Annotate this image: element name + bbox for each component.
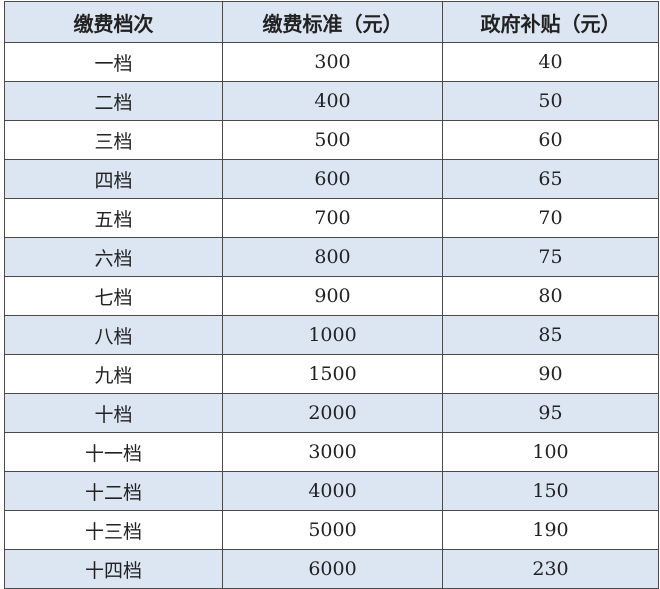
cell-standard: 5000 xyxy=(222,510,443,550)
cell-level: 十四档 xyxy=(4,549,223,589)
cell-level: 七档 xyxy=(4,276,223,316)
cell-standard: 700 xyxy=(222,198,443,238)
cell-subsidy: 95 xyxy=(442,393,659,433)
cell-standard: 1500 xyxy=(222,354,443,394)
cell-standard: 6000 xyxy=(222,549,443,589)
cell-level: 一档 xyxy=(4,42,223,82)
header-level: 缴费档次 xyxy=(4,1,223,43)
cell-subsidy: 190 xyxy=(442,510,659,550)
table-row: 十二档 4000 150 xyxy=(4,471,659,511)
cell-level: 十二档 xyxy=(4,471,223,511)
cell-subsidy: 80 xyxy=(442,276,659,316)
cell-level: 四档 xyxy=(4,159,223,199)
table-row: 二档 400 50 xyxy=(4,81,659,121)
cell-standard: 300 xyxy=(222,42,443,82)
cell-standard: 900 xyxy=(222,276,443,316)
cell-standard: 2000 xyxy=(222,393,443,433)
cell-subsidy: 65 xyxy=(442,159,659,199)
cell-standard: 500 xyxy=(222,120,443,160)
cell-subsidy: 60 xyxy=(442,120,659,160)
cell-standard: 4000 xyxy=(222,471,443,511)
cell-subsidy: 100 xyxy=(442,432,659,472)
cell-subsidy: 75 xyxy=(442,237,659,277)
cell-subsidy: 40 xyxy=(442,42,659,82)
cell-subsidy: 70 xyxy=(442,198,659,238)
cell-level: 八档 xyxy=(4,315,223,355)
header-row: 缴费档次 缴费标准（元） 政府补贴（元） xyxy=(4,1,659,43)
cell-level: 十档 xyxy=(4,393,223,433)
table-row: 十三档 5000 190 xyxy=(4,510,659,550)
cell-subsidy: 50 xyxy=(442,81,659,121)
cell-level: 十一档 xyxy=(4,432,223,472)
header-subsidy: 政府补贴（元） xyxy=(442,1,659,43)
cell-level: 九档 xyxy=(4,354,223,394)
table-row: 八档 1000 85 xyxy=(4,315,659,355)
cell-level: 六档 xyxy=(4,237,223,277)
cell-level: 三档 xyxy=(4,120,223,160)
cell-standard: 400 xyxy=(222,81,443,121)
table-row: 六档 800 75 xyxy=(4,237,659,277)
header-standard: 缴费标准（元） xyxy=(222,1,443,43)
cell-level: 五档 xyxy=(4,198,223,238)
cell-standard: 3000 xyxy=(222,432,443,472)
table-row: 九档 1500 90 xyxy=(4,354,659,394)
table-row: 五档 700 70 xyxy=(4,198,659,238)
cell-subsidy: 90 xyxy=(442,354,659,394)
cell-subsidy: 150 xyxy=(442,471,659,511)
cell-standard: 800 xyxy=(222,237,443,277)
table-row: 一档 300 40 xyxy=(4,42,659,82)
table-row: 十档 2000 95 xyxy=(4,393,659,433)
cell-subsidy: 85 xyxy=(442,315,659,355)
table-row: 十四档 6000 230 xyxy=(4,549,659,589)
cell-level: 十三档 xyxy=(4,510,223,550)
cell-standard: 1000 xyxy=(222,315,443,355)
table-row: 三档 500 60 xyxy=(4,120,659,160)
cell-subsidy: 230 xyxy=(442,549,659,589)
table-row: 十一档 3000 100 xyxy=(4,432,659,472)
cell-standard: 600 xyxy=(222,159,443,199)
table-row: 七档 900 80 xyxy=(4,276,659,316)
cell-level: 二档 xyxy=(4,81,223,121)
table-row: 四档 600 65 xyxy=(4,159,659,199)
payment-table: 缴费档次 缴费标准（元） 政府补贴（元） 一档 300 40 二档 400 50 三档 500… xyxy=(4,1,659,589)
